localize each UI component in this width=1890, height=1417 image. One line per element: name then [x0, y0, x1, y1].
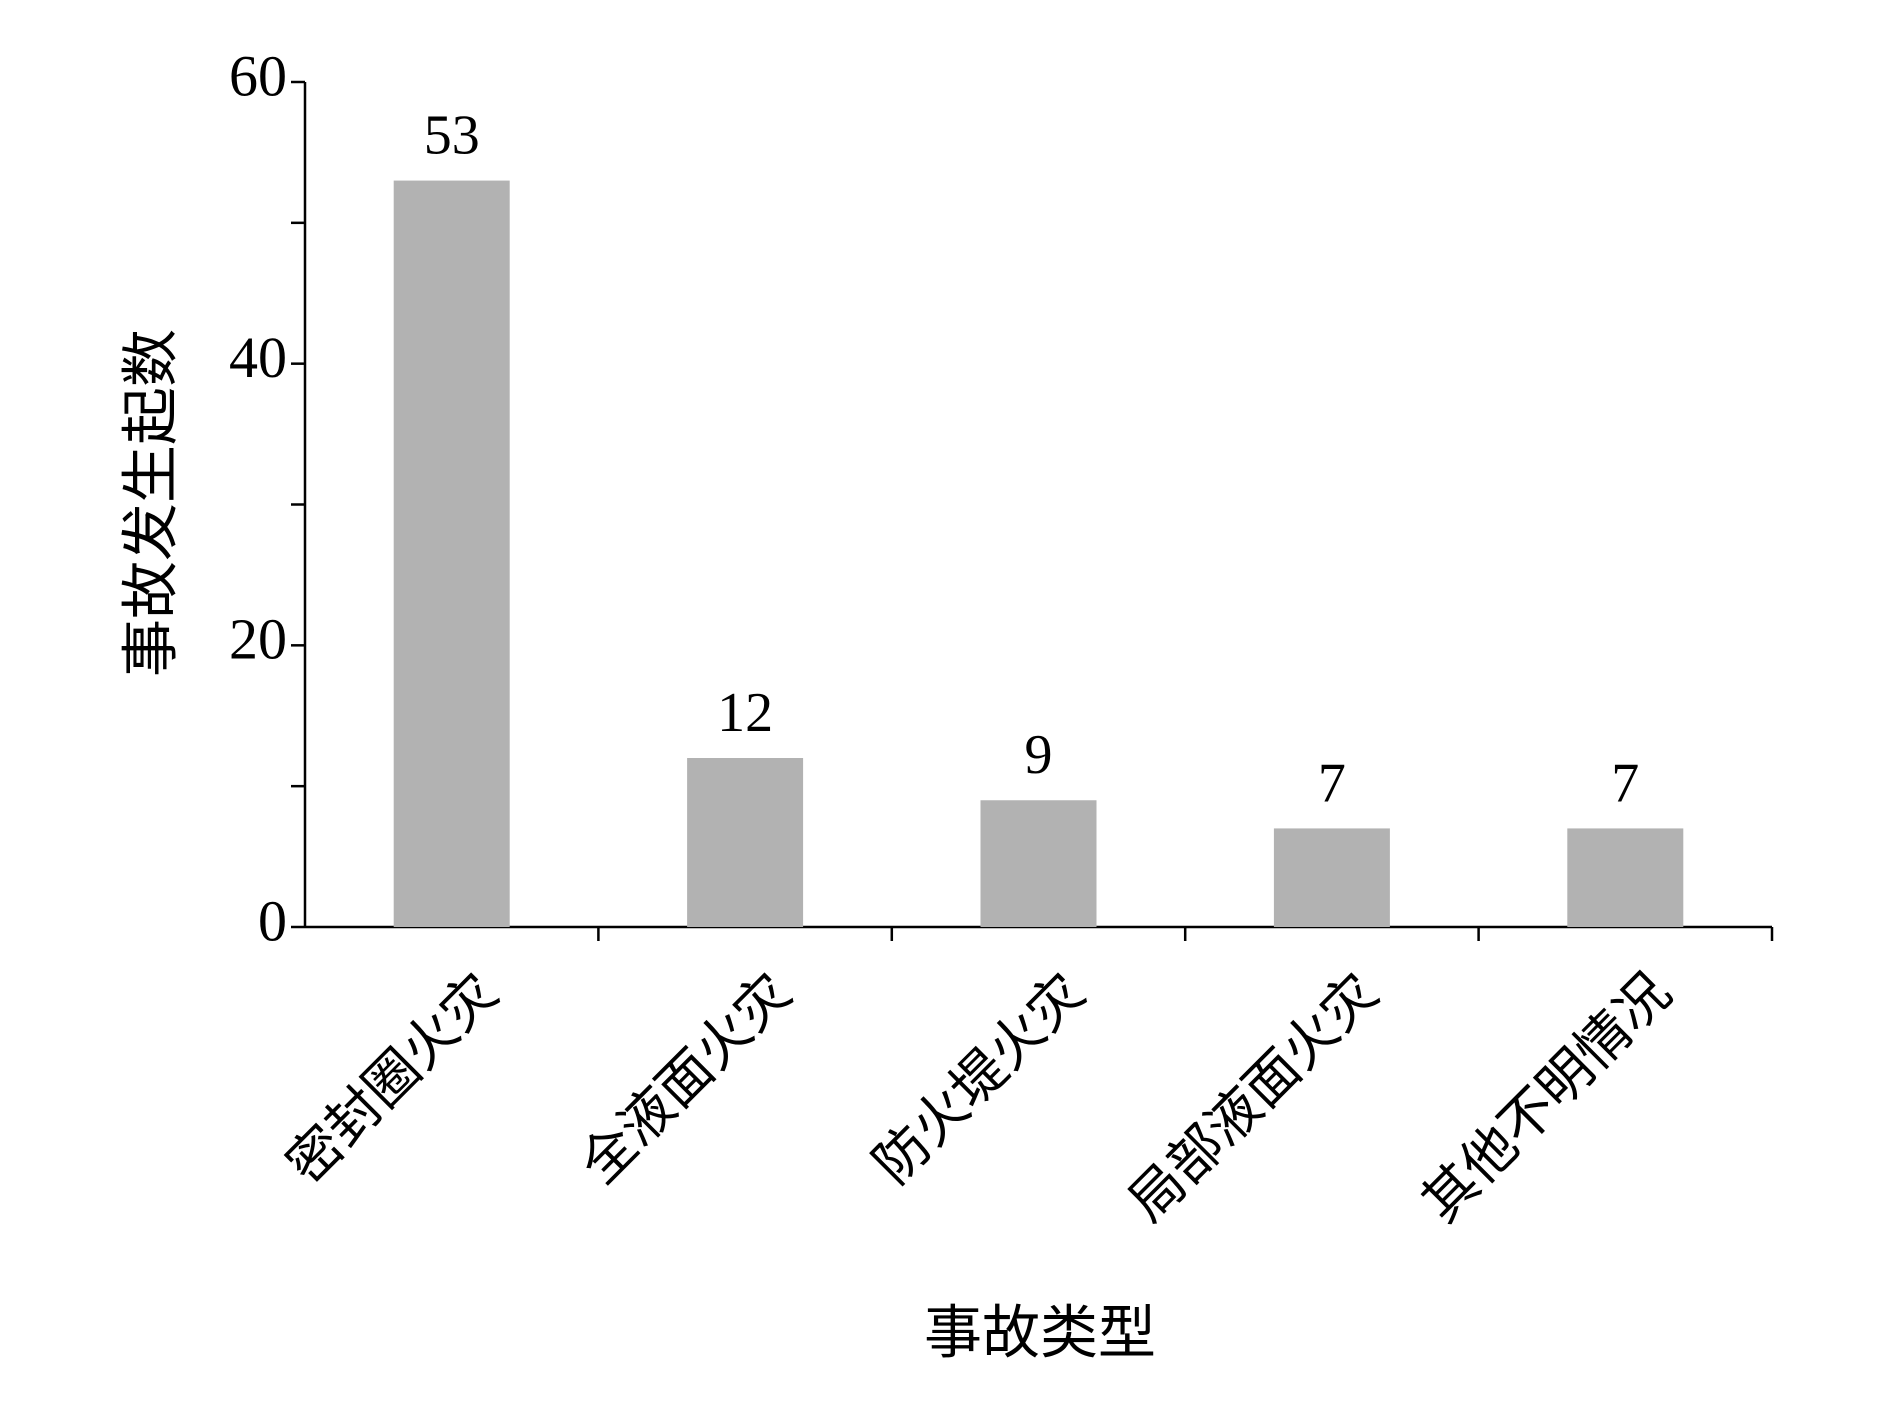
bar: [687, 758, 804, 927]
y-tick-label: 0: [258, 888, 287, 953]
value-label: 7: [1318, 752, 1346, 814]
x-tick-label: 防火堤火灾: [862, 962, 1095, 1195]
y-tick-label: 40: [229, 325, 287, 390]
bar: [1567, 828, 1684, 927]
y-axis-label: 事故发生起数: [118, 329, 183, 677]
x-tick-label: 密封圈火灾: [276, 962, 509, 1195]
value-label: 12: [717, 682, 773, 744]
x-tick-label: 全液面火灾: [569, 962, 802, 1195]
value-label: 9: [1025, 724, 1053, 786]
y-tick-label: 20: [229, 607, 287, 672]
value-label: 7: [1611, 752, 1639, 814]
x-axis-label: 事故类型: [924, 1300, 1156, 1365]
bar: [393, 180, 510, 928]
x-tick-label: 其他不明情况: [1411, 962, 1683, 1234]
bar: [1273, 828, 1390, 927]
x-tick-label: 局部液面火灾: [1118, 962, 1390, 1234]
value-label: 53: [424, 104, 480, 166]
y-tick-label: 60: [229, 43, 287, 108]
bar: [980, 800, 1097, 927]
